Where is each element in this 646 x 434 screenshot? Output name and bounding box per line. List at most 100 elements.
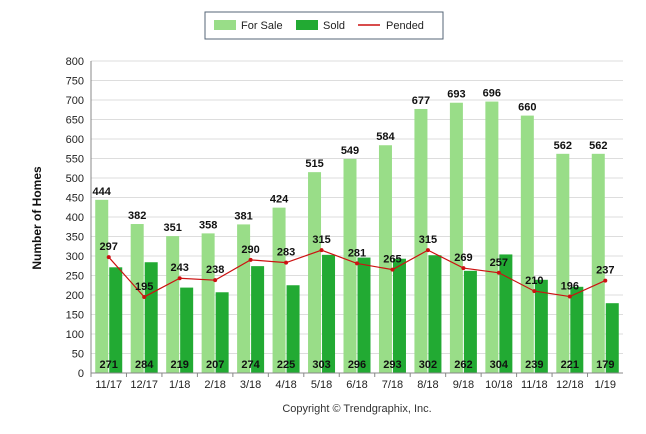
bar-for-sale	[485, 101, 499, 373]
bar-sold	[463, 270, 477, 373]
data-label-for-sale: 382	[128, 210, 146, 222]
data-label-for-sale: 584	[376, 131, 395, 143]
data-label-pended: 196	[561, 281, 579, 293]
bar-for-sale	[308, 172, 322, 373]
bar-for-sale	[556, 153, 570, 373]
legend-swatch-for-sale	[214, 20, 236, 30]
x-tick-label: 12/18	[556, 379, 584, 391]
bar-sold	[392, 258, 406, 373]
data-label-pended: 195	[135, 281, 153, 293]
data-label-pended: 315	[419, 234, 437, 246]
legend-box	[204, 11, 444, 40]
point-pended	[496, 270, 501, 275]
y-tick-label: 500	[66, 173, 84, 185]
point-pended	[567, 294, 572, 299]
data-label-pended: 315	[312, 234, 330, 246]
data-label-for-sale: 444	[93, 186, 112, 198]
data-label-pended: 265	[383, 254, 401, 266]
y-tick-label: 550	[66, 154, 84, 166]
legend-label-for-sale: For Sale	[241, 20, 283, 32]
bar-for-sale	[95, 199, 109, 373]
data-label-sold: 293	[383, 359, 401, 371]
data-label-sold: 179	[596, 359, 614, 371]
y-tick-label: 250	[66, 271, 84, 283]
data-label-pended: 290	[241, 244, 259, 256]
axes: 0 50 100 150 200 250 300 350 400 450 500 550 600 650 7…	[66, 56, 623, 391]
gridlines	[91, 60, 623, 374]
bar-sold	[499, 254, 513, 373]
bar-for-sale	[166, 236, 180, 373]
bar-for-sale	[520, 115, 534, 373]
x-tick-label: 2/18	[204, 379, 225, 391]
bar-sold	[322, 254, 336, 373]
x-tick-label: 12/17	[130, 379, 158, 391]
data-label-pended: 283	[277, 247, 295, 259]
data-label-pended: 257	[490, 257, 508, 269]
bars	[95, 101, 619, 373]
y-tick-label: 300	[66, 251, 84, 263]
bar-for-sale	[272, 207, 286, 373]
x-tick-label: 5/18	[311, 379, 332, 391]
point-pended	[106, 255, 111, 260]
y-tick-label: 450	[66, 193, 84, 205]
data-label-for-sale: 562	[554, 140, 572, 152]
legend-label-sold: Sold	[323, 20, 345, 32]
data-label-pended: 269	[454, 252, 472, 264]
y-tick-label: 600	[66, 134, 84, 146]
bar-sold	[428, 255, 442, 373]
y-tick-label: 400	[66, 212, 84, 224]
data-label-sold: 274	[241, 359, 260, 371]
bar-sold	[357, 257, 371, 373]
y-tick-label: 650	[66, 115, 84, 127]
point-pended	[213, 278, 218, 283]
data-label-for-sale: 351	[163, 222, 181, 234]
data-label-pended: 238	[206, 264, 224, 276]
x-tick-label: 11/17	[95, 379, 122, 391]
bar-for-sale	[130, 224, 144, 373]
data-label-sold: 221	[561, 359, 579, 371]
data-label-sold: 296	[348, 359, 366, 371]
data-label-pended: 237	[596, 265, 614, 277]
data-label-for-sale: 549	[341, 145, 359, 157]
x-tick-label: 3/18	[240, 379, 261, 391]
bar-sold	[286, 285, 300, 373]
legend: For Sale Sold Pended	[204, 11, 444, 40]
bar-sold	[605, 303, 619, 373]
data-label-for-sale: 660	[518, 102, 536, 114]
data-label-for-sale: 381	[234, 210, 252, 222]
data-label-pended: 297	[100, 241, 118, 253]
x-tick-label: 10/18	[485, 379, 513, 391]
data-label-sold: 239	[525, 359, 543, 371]
data-label-sold: 225	[277, 359, 295, 371]
y-axis-title: Number of Homes	[30, 166, 44, 270]
bar-for-sale	[449, 102, 463, 373]
point-pended	[142, 294, 147, 299]
data-label-for-sale: 562	[589, 140, 607, 152]
bar-sold	[180, 287, 194, 373]
bar-sold	[251, 266, 265, 373]
data-label-sold: 271	[100, 359, 118, 371]
data-label-sold: 262	[454, 359, 472, 371]
y-tick-label: 50	[72, 349, 84, 361]
point-pended	[461, 266, 466, 271]
x-tick-label: 4/18	[275, 379, 296, 391]
data-label-pended: 281	[348, 247, 366, 259]
data-label-for-sale: 693	[447, 89, 465, 101]
point-pended	[603, 278, 608, 283]
point-pended	[532, 289, 537, 294]
data-label-sold: 207	[206, 359, 224, 371]
data-label-sold: 219	[170, 359, 188, 371]
point-pended	[177, 276, 182, 281]
x-tick-label: 8/18	[417, 379, 438, 391]
bar-sold	[144, 262, 158, 373]
bar-for-sale	[201, 233, 215, 373]
data-labels: 444 271 382 284 351 219 358 207 381 274 424 225 515 3…	[93, 88, 615, 371]
bar-for-sale	[414, 108, 428, 373]
x-tick-label: 7/18	[382, 379, 403, 391]
bar-sold	[570, 286, 584, 373]
y-tick-label: 800	[66, 56, 84, 68]
x-tick-label: 6/18	[346, 379, 367, 391]
x-tick-label: 1/19	[595, 379, 616, 391]
y-tick-label: 700	[66, 95, 84, 107]
